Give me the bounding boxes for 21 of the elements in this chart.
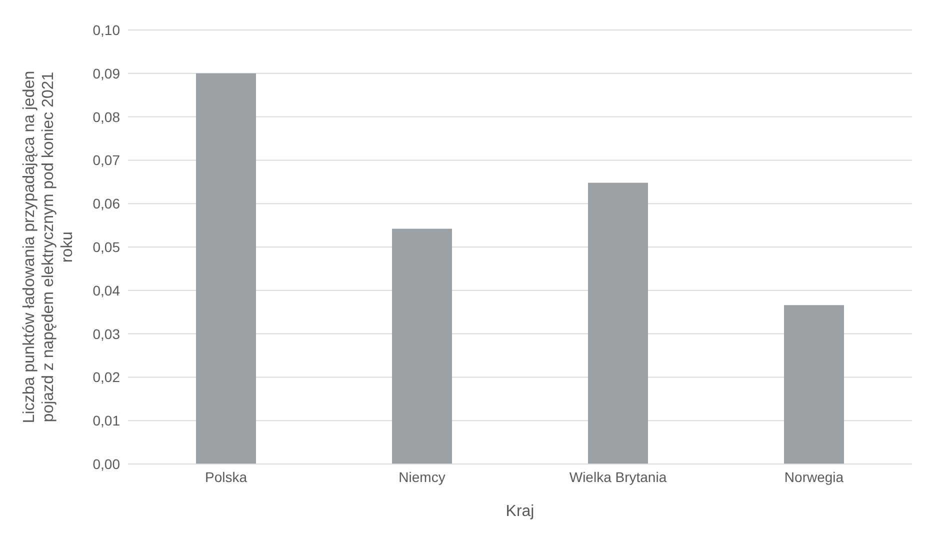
y-axis-title: Liczba punktów ładowania przypadająca na jeden pojazd z napędem elektrycznym pod koniec 2021 roku: [21, 70, 76, 424]
bar: [392, 228, 452, 464]
x-tick-label: Niemcy: [398, 468, 446, 485]
y-tick-label: 0,05: [92, 238, 120, 255]
y-tick-label: 0,01: [92, 412, 120, 429]
y-tick-label: 0,08: [92, 108, 120, 125]
y-tick-label: 0,04: [92, 282, 120, 298]
y-tick-label: 0,00: [92, 456, 120, 472]
bar: [588, 182, 648, 464]
y-tick-label: 0,07: [92, 152, 120, 168]
y-tick-label: 0,06: [92, 196, 120, 212]
x-tick-label: Wielka Brytania: [569, 468, 667, 485]
x-tick-label: Polska: [204, 468, 248, 485]
y-tick-label: 0,03: [92, 326, 120, 342]
y-tick-label: 0,02: [92, 369, 120, 386]
y-tick-label: 0,10: [92, 22, 120, 38]
x-axis-title: Kraj: [506, 503, 534, 520]
bar: [784, 305, 844, 464]
y-tick-label: 0,09: [92, 65, 120, 82]
x-tick-label: Norwegia: [784, 468, 844, 485]
bar: [196, 73, 256, 464]
